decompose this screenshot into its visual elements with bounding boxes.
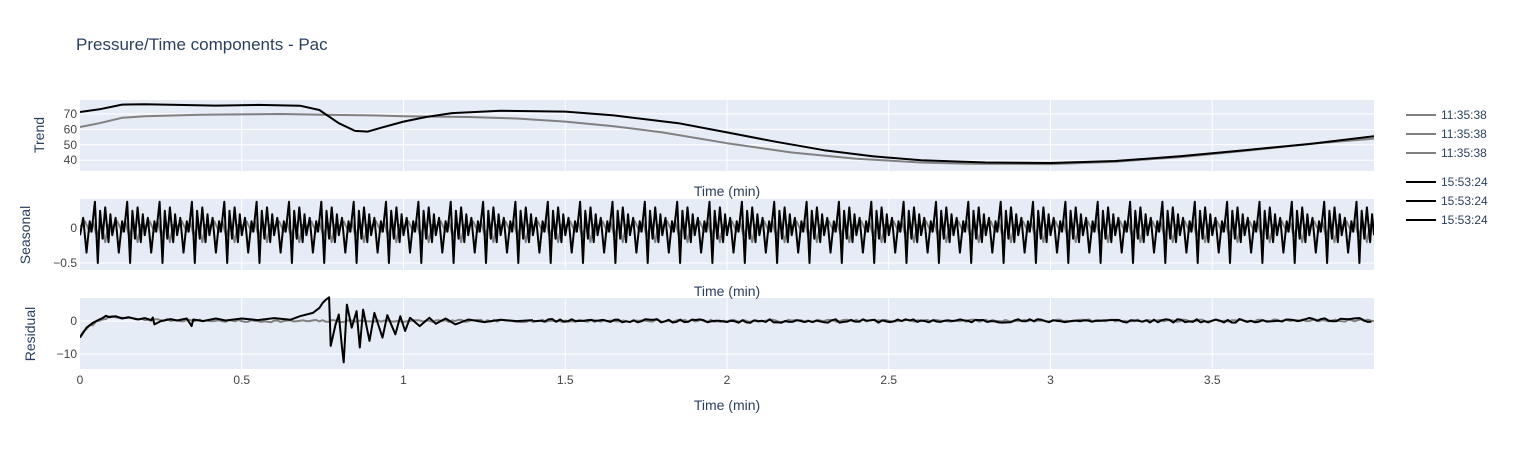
residual-series-155324-line [532, 317, 1372, 324]
legend-label: 11:35:38 [1441, 127, 1487, 141]
seasonal-series-155324-line [80, 200, 1374, 264]
legend-label: 11:35:38 [1441, 108, 1487, 122]
trend-y-tick-label: 50 [64, 138, 78, 152]
x-tick-label: 3.5 [1204, 373, 1221, 387]
legend-label: 11:35:38 [1441, 146, 1487, 160]
x-tick-label: 3 [1047, 373, 1054, 387]
seasonal-x-axis-title: Time (min) [694, 283, 760, 299]
trend-y-tick-label: 40 [64, 153, 78, 167]
legend-item[interactable]: 15:53:24 [1406, 213, 1488, 227]
residual-y-tick-label: −10 [57, 347, 78, 361]
residual-series-155324-line [80, 296, 533, 364]
seasonal-y-tick-label: −0.5 [53, 256, 77, 270]
trend-y-tick-label: 70 [64, 107, 78, 121]
legend-item[interactable]: 11:35:38 [1406, 146, 1487, 160]
seasonal-y-tick-label: 0 [70, 221, 77, 235]
legend-item[interactable]: 15:53:24 [1406, 175, 1488, 189]
x-tick-label: 2.5 [880, 373, 897, 387]
legend-item[interactable]: 11:35:38 [1406, 127, 1487, 141]
legend-label: 15:53:24 [1441, 194, 1488, 208]
trend-y-tick-label: 60 [64, 122, 78, 136]
trend-y-axis-title: Trend [31, 117, 47, 153]
residual-y-axis-title: Residual [22, 307, 38, 361]
x-tick-label: 1.5 [557, 373, 574, 387]
x-tick-label: 0 [77, 373, 84, 387]
legend: 11:35:38 11:35:38 11:35:38 15:53:24 15:53:24… [1406, 108, 1488, 227]
x-tick-label: 1 [400, 373, 407, 387]
chart-title: Pressure/Time components - Pac [76, 35, 328, 54]
legend-item[interactable]: 11:35:38 [1406, 108, 1487, 122]
seasonal-y-axis-title: Seasonal [17, 206, 33, 264]
legend-label: 15:53:24 [1441, 175, 1488, 189]
x-tick-label: 0.5 [233, 373, 250, 387]
x-tick-label: 2 [724, 373, 731, 387]
residual-y-tick-label: 0 [70, 314, 77, 328]
trend-x-axis-title: Time (min) [694, 183, 760, 199]
series-lines [80, 103, 1374, 364]
trend-series-155324-line [80, 103, 1374, 164]
residual-x-axis-title: Time (min) [694, 397, 760, 413]
legend-label: 15:53:24 [1441, 213, 1488, 227]
legend-item[interactable]: 15:53:24 [1406, 194, 1488, 208]
